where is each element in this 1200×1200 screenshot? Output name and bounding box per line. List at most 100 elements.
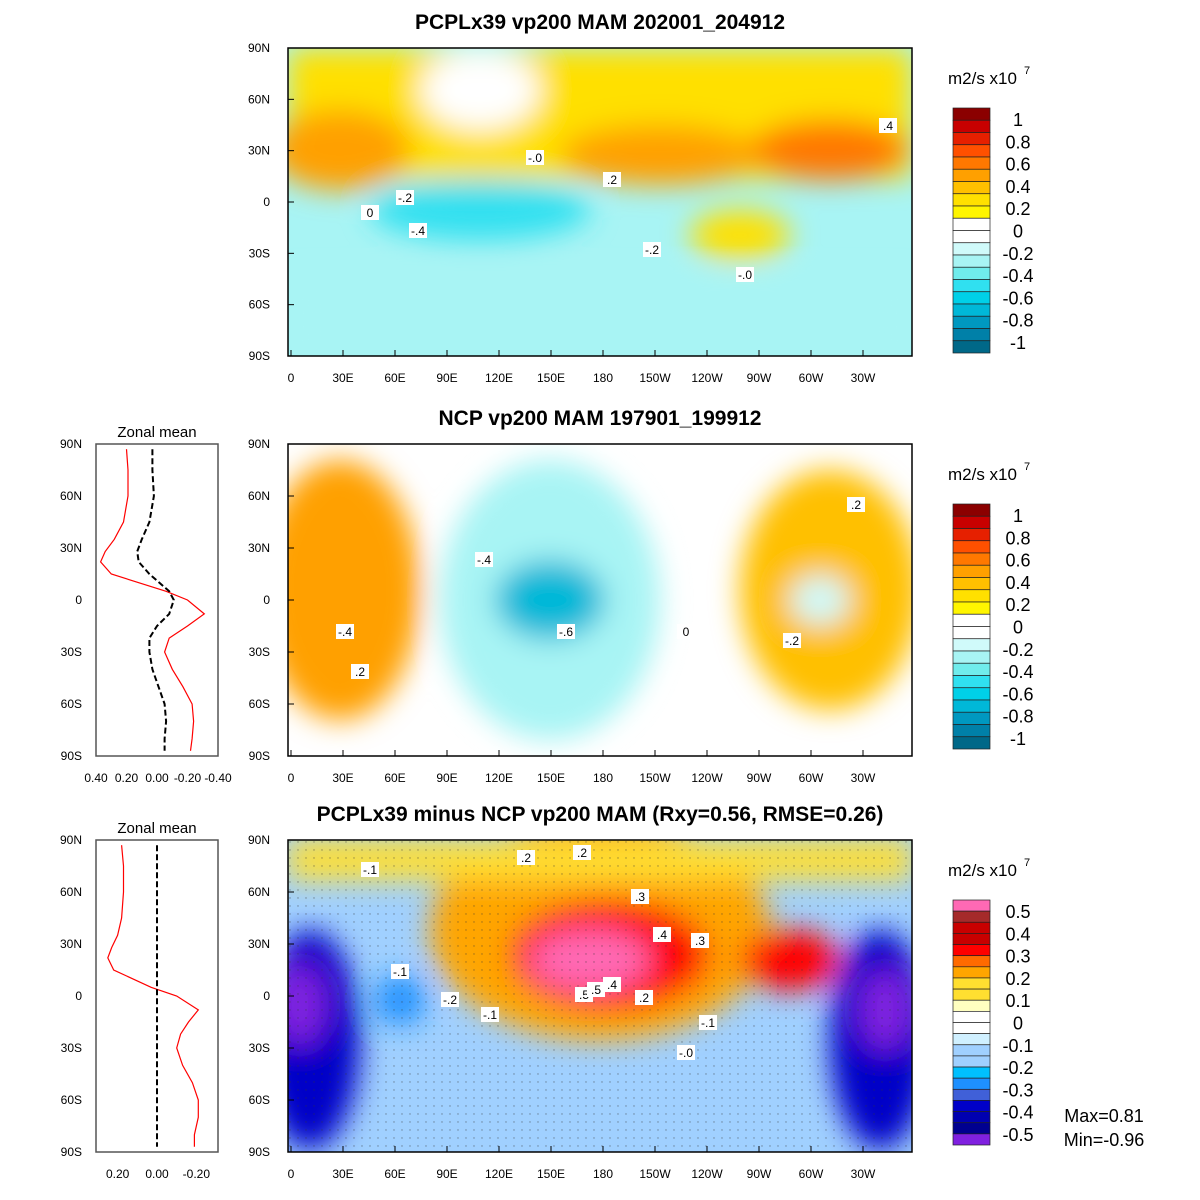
colorbar-swatch — [952, 315, 991, 329]
map-title: NCP vp200 MAM 197901_199912 — [439, 407, 762, 430]
colorbar-swatch — [952, 144, 991, 158]
colorbar-swatch — [952, 193, 991, 207]
lat-tick-label: 90N — [248, 437, 270, 451]
contour-label: .3 — [695, 934, 705, 948]
neutral-region — [420, 50, 540, 130]
colorbar-swatch — [952, 132, 991, 146]
colorbar-label: -1 — [1010, 729, 1026, 749]
lat-tick-label: 30S — [249, 1041, 270, 1055]
contour-label: .3 — [635, 890, 645, 904]
lon-tick-label: 60W — [799, 371, 824, 385]
positive-region — [288, 110, 410, 190]
lon-tick-label: 30E — [332, 1167, 353, 1181]
x-tick-label: 0.40 — [84, 771, 108, 785]
contour-label: -.4 — [338, 625, 352, 639]
x-tick-label: 0.20 — [115, 771, 139, 785]
colorbar-swatch — [952, 675, 991, 689]
zonal-mean-frame — [95, 443, 219, 757]
contour-label-bg — [481, 1007, 499, 1022]
contour-label-bg — [361, 205, 379, 220]
colorbar-swatch — [952, 662, 991, 676]
colorbar-label: 0.2 — [1005, 199, 1030, 219]
lon-tick-label: 60E — [384, 771, 405, 785]
colorbar-swatch — [952, 1111, 991, 1124]
lat-tick-label: 90S — [249, 1145, 270, 1159]
lat-tick-label: 30S — [61, 1041, 82, 1055]
colorbar-label: -0.4 — [1002, 662, 1033, 682]
colorbar-swatch — [952, 279, 991, 293]
contour-label: -.0 — [528, 151, 542, 165]
contour-label-bg — [631, 889, 649, 904]
colorbar-swatch — [952, 944, 991, 957]
colorbar-swatch — [952, 168, 991, 182]
lat-tick-label: 0 — [263, 989, 270, 1003]
colorbar-swatch — [952, 540, 991, 554]
contour-label: .4 — [607, 978, 617, 992]
colorbar-units: m2/s x10 — [948, 861, 1017, 880]
lat-tick-label: 30N — [60, 937, 82, 951]
colorbar-swatch — [952, 230, 991, 244]
contour-label: -.2 — [443, 993, 457, 1007]
colorbar-swatch — [952, 1055, 991, 1068]
colorbar-swatch — [952, 899, 991, 912]
colorbar-label: -0.1 — [1002, 1036, 1033, 1056]
contour-label-bg — [351, 664, 369, 679]
colorbar-label: 0 — [1013, 618, 1023, 638]
contour-label: 0 — [683, 625, 690, 639]
lat-tick-label: 90S — [61, 1145, 82, 1159]
lon-tick-label: 120E — [485, 771, 513, 785]
zonal-mean-line-pcplx39 — [99, 449, 206, 751]
colorbar-swatch — [952, 181, 991, 195]
colorbar-label: 0.4 — [1005, 924, 1030, 944]
lon-tick-label: 120E — [485, 1167, 513, 1181]
lon-tick-label: 60W — [799, 771, 824, 785]
x-tick-label: 0.20 — [106, 1167, 130, 1181]
colorbar-swatch — [952, 1100, 991, 1112]
colorbar-swatch — [952, 1088, 991, 1101]
colorbar-label: 0 — [1013, 1014, 1023, 1034]
colorbar-label: -0.5 — [1002, 1125, 1033, 1145]
lon-tick-label: 150W — [639, 371, 671, 385]
colorbar-units-exponent: 7 — [1024, 65, 1030, 77]
colorbar-swatch — [952, 528, 991, 542]
colorbar-label: 0.6 — [1005, 551, 1030, 571]
contour-label: .2 — [851, 498, 861, 512]
lon-tick-label: 150E — [537, 771, 565, 785]
colorbar-swatch — [952, 977, 991, 990]
contour-label: -.1 — [483, 1008, 497, 1022]
lon-tick-label: 90W — [747, 771, 772, 785]
contour-label: -.2 — [785, 634, 799, 648]
lat-tick-label: 60N — [248, 489, 270, 503]
contour-label-bg — [653, 927, 671, 942]
contour-label-bg — [361, 862, 379, 877]
colorbar-swatch — [952, 291, 991, 305]
x-tick-label: 0.00 — [145, 1167, 169, 1181]
colorbar-swatch — [952, 626, 991, 640]
contour-label-bg — [691, 933, 709, 948]
contour-label: -.1 — [701, 1016, 715, 1030]
lat-tick-label: 90S — [249, 749, 270, 763]
colorbar-label: 0.8 — [1005, 528, 1030, 548]
colorbar-label: 0.2 — [1005, 969, 1030, 989]
lat-tick-label: 90S — [249, 349, 270, 363]
lon-tick-label: 120W — [691, 371, 723, 385]
contour-label-bg — [557, 624, 575, 639]
colorbar-label: 0.8 — [1005, 132, 1030, 152]
colorbar-units: m2/s x10 — [948, 69, 1017, 88]
map-title: PCPLx39 vp200 MAM 202001_204912 — [415, 11, 785, 34]
lat-tick-label: 60S — [61, 697, 82, 711]
negative-region — [495, 560, 605, 640]
contour-label-bg — [736, 267, 754, 282]
colorbar-swatch — [952, 217, 991, 231]
colorbar-swatch — [952, 1077, 991, 1090]
contour-label-bg — [573, 845, 591, 860]
lon-tick-label: 90E — [436, 771, 457, 785]
contour-label: -.6 — [559, 625, 573, 639]
colorbar-label: -0.2 — [1002, 640, 1033, 660]
contour-label-bg — [587, 982, 605, 997]
x-tick-label: -0.20 — [174, 771, 202, 785]
lon-tick-label: 120W — [691, 1167, 723, 1181]
lon-tick-label: 150W — [639, 1167, 671, 1181]
colorbar-swatch — [952, 242, 991, 256]
contour-label: -.2 — [398, 191, 412, 205]
